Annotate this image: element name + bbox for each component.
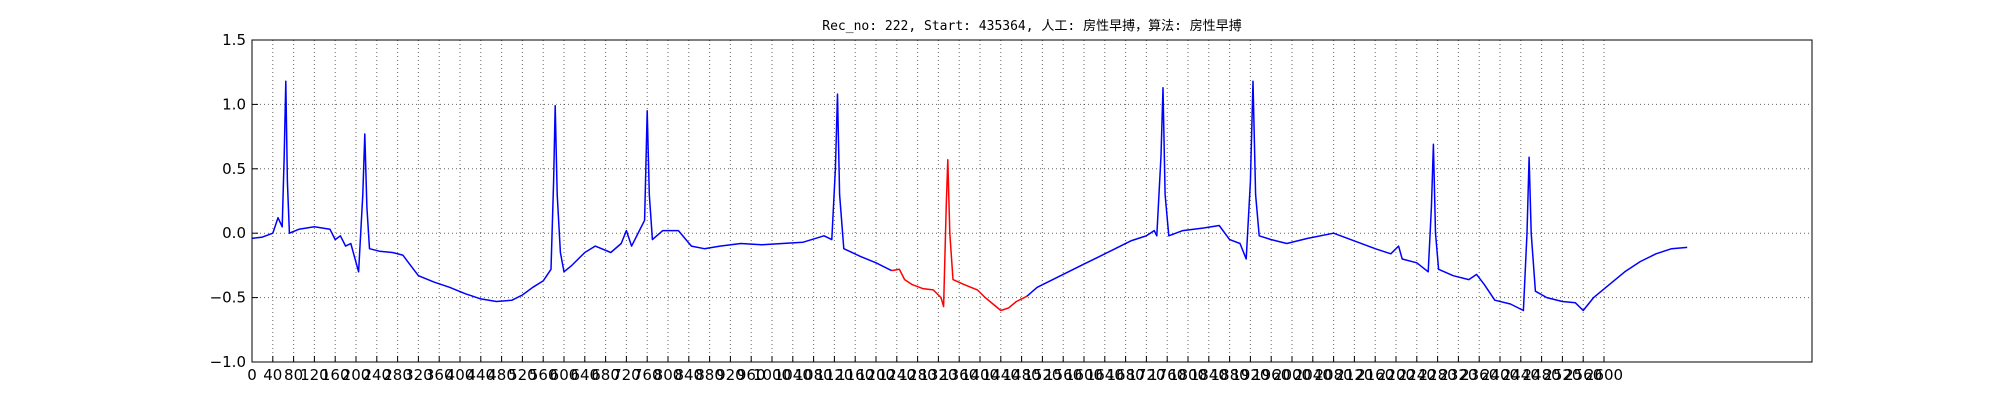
x-tick-label: 2480: [1523, 366, 1561, 384]
x-tick-label: 1880: [1211, 366, 1249, 384]
x-tick-label: 480: [487, 366, 516, 384]
x-tick-label: 2160: [1356, 366, 1394, 384]
x-tick-label: 280: [383, 366, 412, 384]
x-tick-label: 1200: [857, 366, 895, 384]
x-tick-label: 1440: [982, 366, 1020, 384]
series-layer: [251, 80, 1688, 312]
x-tick-label: 1320: [919, 366, 957, 384]
x-tick-label: 1720: [1127, 366, 1165, 384]
y-axis-ticks: −1.0 −0.5 0.0 0.5 1.0 1.5: [210, 31, 258, 371]
x-tick-label: 840: [674, 366, 703, 384]
y-tick-label: 1.5: [222, 31, 246, 49]
x-tick-label: 1800: [1169, 366, 1207, 384]
x-tick-label: 120: [300, 366, 329, 384]
x-tick-label: 800: [654, 366, 683, 384]
x-tick-label: 360: [425, 366, 454, 384]
x-tick-label: 320: [404, 366, 433, 384]
x-tick-label: 0: [247, 366, 257, 384]
x-tick-label: 720: [612, 366, 641, 384]
x-tick-label: 1760: [1148, 366, 1186, 384]
x-tick-label: 240: [362, 366, 391, 384]
x-tick-label: 560: [529, 366, 558, 384]
x-tick-label: 520: [508, 366, 537, 384]
x-tick-label: 1640: [1086, 366, 1124, 384]
x-tick-label: 1400: [961, 366, 999, 384]
y-tick-label: 0.5: [222, 160, 246, 178]
x-tick-label: 1080: [795, 366, 833, 384]
y-tick-label: −0.5: [210, 289, 246, 307]
plot-frame: [251, 39, 1813, 363]
x-tick-label: 2080: [1315, 366, 1353, 384]
x-tick-label: 2200: [1377, 366, 1415, 384]
x-tick-label: 1240: [878, 366, 916, 384]
x-tick-label: 1040: [774, 366, 812, 384]
x-tick-label: 200: [342, 366, 371, 384]
x-tick-label: 2520: [1543, 366, 1581, 384]
x-tick-label: 1680: [1107, 366, 1145, 384]
y-tick-label: 0.0: [222, 224, 246, 242]
grid-lines: [252, 39, 1812, 363]
x-tick-label: 2240: [1398, 366, 1436, 384]
x-tick-label: 600: [550, 366, 579, 384]
x-tick-label: 400: [446, 366, 475, 384]
x-tick-label: 1360: [940, 366, 978, 384]
ecg-series-line-pre: [251, 80, 892, 303]
x-tick-label: 1520: [1023, 366, 1061, 384]
x-tick-label: 80: [284, 366, 303, 384]
x-tick-label: 680: [591, 366, 620, 384]
x-tick-label: 2120: [1335, 366, 1373, 384]
x-tick-label: 2560: [1564, 366, 1602, 384]
x-tick-label: 1280: [899, 366, 937, 384]
x-tick-label: 1920: [1231, 366, 1269, 384]
x-tick-label: 960: [737, 366, 766, 384]
x-tick-label: 1000: [753, 366, 791, 384]
x-tick-label: 1600: [1065, 366, 1103, 384]
x-tick-label: 920: [716, 366, 745, 384]
x-tick-label: 2040: [1294, 366, 1332, 384]
x-tick-label: 1840: [1190, 366, 1228, 384]
ecg-series-line-post: [1026, 80, 1688, 312]
x-tick-label: 440: [466, 366, 495, 384]
x-tick-label: 2320: [1439, 366, 1477, 384]
x-tick-label: 1480: [1003, 366, 1041, 384]
x-tick-label: 880: [695, 366, 724, 384]
x-tick-label: 2000: [1273, 366, 1311, 384]
x-tick-label: 160: [321, 366, 350, 384]
x-tick-label: 2280: [1419, 366, 1457, 384]
x-tick-label: 2600: [1585, 366, 1623, 384]
x-tick-label: 760: [633, 366, 662, 384]
x-tick-label: 2440: [1502, 366, 1540, 384]
ecg-series-line-marked: [891, 159, 1028, 312]
x-tick-label: 1160: [836, 366, 874, 384]
x-tick-label: 1960: [1252, 366, 1290, 384]
chart-title: Rec_no: 222, Start: 435364, 人工: 房性早搏，算法:…: [822, 18, 1241, 34]
x-tick-label: 2400: [1481, 366, 1519, 384]
x-tick-label: 640: [570, 366, 599, 384]
x-tick-label: 2360: [1460, 366, 1498, 384]
x-tick-label: 1120: [815, 366, 853, 384]
x-tick-label: 40: [263, 366, 282, 384]
x-axis-ticks: 0 40 8012016020024028032036040044048052056…: [247, 356, 1623, 384]
y-tick-label: 1.0: [222, 95, 246, 113]
x-tick-label: 1560: [1044, 366, 1082, 384]
y-tick-label: −1.0: [210, 353, 246, 371]
